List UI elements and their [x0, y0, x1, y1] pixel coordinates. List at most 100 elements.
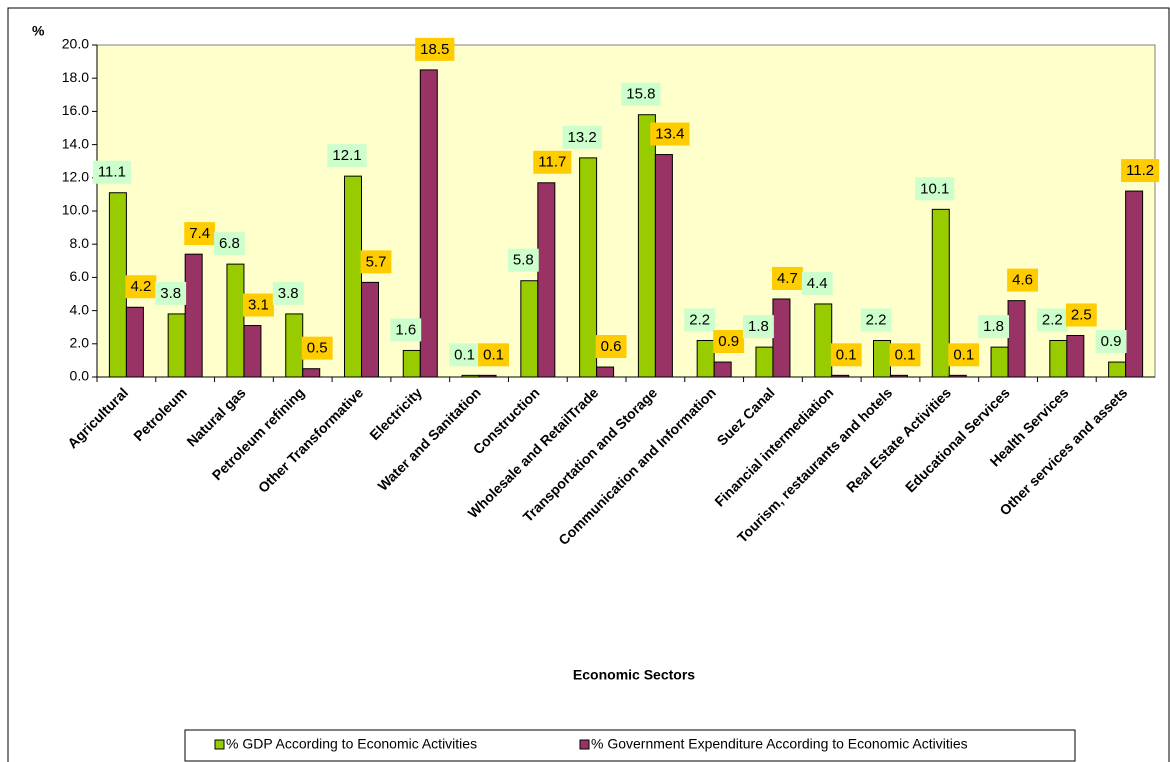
data-label: 11.7: [538, 154, 566, 171]
data-label: 3.8: [278, 285, 299, 302]
bar: [302, 368, 321, 378]
data-label-bg: [360, 250, 392, 274]
bar: [1049, 339, 1068, 378]
y-tick-label: 16.0: [62, 102, 89, 118]
y-tick-label: 10.0: [62, 202, 89, 218]
bar: [167, 313, 186, 378]
data-label-bg: [184, 222, 216, 246]
data-label-bg: [772, 266, 803, 290]
bar: [108, 192, 127, 378]
data-label: 0.1: [483, 346, 504, 363]
bar: [654, 154, 673, 378]
bar: [344, 175, 362, 378]
bar: [361, 281, 379, 378]
y-tick-label: 2.0: [70, 335, 90, 351]
y-tick-label: 18.0: [62, 69, 89, 85]
x-axis-label: Economic Sectors: [573, 667, 695, 683]
data-label-bg: [595, 335, 627, 359]
y-axis-label: %: [32, 23, 45, 39]
legend-label: % GDP According to Economic Activities: [226, 736, 477, 752]
data-label-bg: [743, 315, 774, 339]
data-label-bg: [830, 343, 862, 367]
data-label: 10.1: [920, 180, 949, 197]
data-label: 4.6: [1012, 272, 1033, 289]
data-label: 13.4: [655, 126, 684, 143]
bar: [1007, 300, 1026, 378]
y-tick-label: 12.0: [62, 169, 89, 185]
bar: [243, 325, 262, 378]
data-label-bg: [915, 177, 955, 201]
bar: [831, 374, 850, 378]
data-label: 4.2: [130, 278, 151, 295]
bar: [990, 346, 1009, 378]
bar: [402, 349, 421, 378]
data-label-bg: [214, 232, 245, 256]
data-label: 4.4: [807, 275, 828, 292]
data-label: 1.8: [748, 318, 769, 335]
data-label: 0.1: [454, 346, 475, 363]
legend-label: % Government Expenditure According to Ec…: [591, 736, 968, 752]
data-label: 5.7: [366, 253, 387, 270]
data-label: 3.1: [248, 297, 269, 314]
data-label: 0.1: [836, 346, 857, 363]
bar: [873, 339, 891, 378]
data-label-bg: [684, 308, 716, 332]
bar: [419, 69, 438, 378]
data-label-bg: [243, 293, 274, 317]
legend-swatch: [579, 739, 590, 750]
y-tick-label: 4.0: [70, 301, 90, 317]
bar: [1066, 335, 1085, 378]
data-label-bg: [1095, 330, 1127, 354]
data-label-bg: [415, 37, 455, 61]
data-label: 6.8: [219, 235, 240, 252]
data-label-bg: [327, 144, 367, 168]
data-label: 12.1: [332, 147, 361, 164]
data-label-bg: [650, 122, 690, 146]
data-label-bg: [507, 248, 539, 272]
data-label: 0.1: [953, 346, 974, 363]
data-label: 4.7: [777, 270, 798, 287]
data-label: 7.4: [189, 225, 210, 242]
data-label-bg: [562, 125, 602, 149]
bar: [814, 303, 833, 378]
bar: [772, 298, 791, 378]
data-label: 15.8: [626, 86, 655, 103]
data-label-bg: [272, 281, 304, 305]
y-tick-label: 20.0: [62, 36, 89, 52]
data-label-bg: [621, 82, 661, 106]
bar: [637, 114, 656, 378]
data-label: 2.2: [1042, 311, 1063, 328]
data-label-bg: [125, 275, 157, 299]
bar: [713, 361, 732, 378]
bar: [890, 374, 908, 378]
bar: [125, 306, 144, 378]
legend-swatch: [214, 739, 225, 750]
data-label: 18.5: [420, 41, 449, 58]
data-label-bg: [801, 271, 833, 295]
data-label: 1.6: [395, 321, 416, 338]
y-tick-label: 0.0: [70, 368, 90, 384]
y-tick-label: 8.0: [70, 235, 90, 251]
data-label: 2.5: [1071, 306, 1092, 323]
bar: [520, 280, 539, 378]
data-label: 2.2: [689, 311, 710, 328]
data-label-bg: [301, 336, 333, 360]
data-label-bg: [478, 343, 509, 367]
data-label-bg: [948, 343, 980, 367]
data-label-bg: [1007, 268, 1038, 292]
bar: [461, 374, 480, 378]
bar: [226, 263, 245, 378]
data-label-bg: [713, 330, 745, 354]
data-label: 0.9: [718, 333, 739, 350]
bar: [285, 313, 304, 378]
data-label-bg: [390, 318, 422, 342]
data-label: 0.9: [1101, 333, 1122, 350]
data-label-bg: [860, 308, 892, 332]
data-label-bg: [889, 343, 921, 367]
bar: [184, 253, 203, 378]
data-label-bg: [155, 281, 187, 305]
data-label: 13.2: [568, 129, 597, 146]
legend-box: [184, 729, 1076, 762]
data-label: 0.6: [601, 338, 622, 355]
